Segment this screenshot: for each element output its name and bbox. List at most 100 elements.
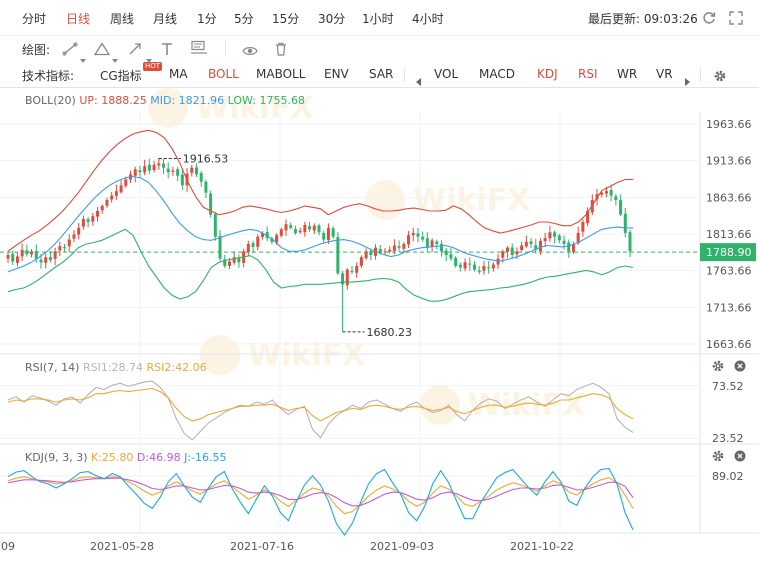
candle-body [48,257,52,261]
candle-body [199,173,203,182]
candle-body [91,216,95,222]
indicator-env[interactable]: ENV [324,67,349,81]
rsi-close-icon[interactable] [734,360,746,372]
candle-body [223,259,227,266]
indicator-macd[interactable]: MACD [479,67,515,81]
candle-body [473,264,476,270]
tf-fenshi[interactable]: 分时 [22,12,47,26]
watermark-text-0: WikiFX [196,91,313,126]
candle-body [576,233,580,244]
candle-body [336,237,340,274]
price-tick-label: 1663.66 [706,338,752,351]
candle-body [421,236,425,240]
line-segment-icon[interactable] [62,41,78,60]
tf-15min[interactable]: 15分 [272,12,300,26]
candle-body [180,174,184,186]
candle-body [81,219,85,227]
candle-body [15,256,19,263]
indicator-maboll[interactable]: MABOLL [256,67,306,81]
candle-body [270,238,274,242]
tf-daily[interactable]: 日线 [66,12,91,26]
x-tick-label: 2021-05-28 [90,540,154,553]
indicator-settings-icon[interactable] [713,68,727,87]
kdj-settings-icon[interactable] [712,450,724,462]
candle-body [463,262,467,269]
candle-body [317,225,321,233]
candle-body [251,243,255,247]
eye-icon[interactable] [242,42,258,61]
tf-5min[interactable]: 5分 [234,12,254,26]
indicator-vol[interactable]: VOL [434,67,459,81]
watermark-text-1: WikiFX [413,183,530,218]
candle-body [567,242,571,252]
rsi-settings-icon[interactable] [712,360,724,372]
tf-weekly[interactable]: 周线 [110,12,135,26]
rsi-title: RSI(7, 14) [25,361,83,374]
draw-label: 绘图: [22,43,51,57]
candle-body [454,257,458,266]
text-tool-icon[interactable] [160,41,174,60]
candle-body [143,166,147,173]
candle-body [534,245,538,250]
candle-body [487,267,491,269]
tf-monthly[interactable]: 月线 [153,12,178,26]
rsi-gear-teeth [712,360,724,372]
tf-30min[interactable]: 30分 [318,12,346,26]
candle-body [623,213,627,233]
refresh-icon[interactable] [702,10,716,29]
indicator-sar[interactable]: SAR [369,67,394,81]
scroll-right-icon[interactable] [685,71,691,90]
indicator-toolbar: 技术指标: CG指标 MA BOLL MABOLL ENV SAR VOL MA… [0,61,759,88]
indicator-cg[interactable]: CG指标 [100,69,142,83]
boll-lower-line [7,228,634,302]
triangle-icon[interactable] [93,41,111,60]
scroll-left-icon[interactable] [416,71,422,90]
candle-body [293,229,297,233]
trash-icon[interactable] [275,41,287,60]
arrow-dropdown-icon[interactable] [146,49,152,68]
tf-4hour[interactable]: 4小时 [412,12,444,26]
candle-body [279,229,283,236]
candle-body [72,234,76,239]
line-dropdown-icon[interactable] [80,49,86,68]
candle-body [350,271,354,273]
tf-1hour[interactable]: 1小时 [362,12,394,26]
indicator-vr[interactable]: VR [656,67,673,81]
indicator-boll[interactable]: BOLL [208,67,239,81]
candle-body [171,170,175,172]
candle-body [176,169,180,176]
kdj-close-icon[interactable] [734,450,746,462]
shape-dropdown-icon[interactable] [112,49,118,68]
candle-body [194,167,198,175]
candle-body [190,167,194,173]
kdj-line-1 [7,476,634,515]
watermark-2: WikiFX [200,335,365,375]
candle-body [524,241,528,247]
tf-1min[interactable]: 1分 [197,12,217,26]
candle-body [25,250,29,255]
candle-body [430,240,434,247]
candle-body [209,193,213,215]
indicator-kdj[interactable]: KDJ [537,67,558,81]
arrow-icon[interactable] [128,41,144,60]
candle-body [237,258,241,263]
candle-body [600,192,604,195]
candle-body [218,235,222,259]
candle-body [477,270,481,272]
candle-body [110,195,114,200]
price-tag-icon[interactable] [190,40,208,60]
candle-body [147,164,151,171]
fullscreen-icon[interactable] [729,10,743,29]
candle-body [482,266,486,271]
indicator-label: 技术指标: [22,69,75,83]
watermark-logo-3 [420,385,460,425]
indicator-rsi[interactable]: RSI [578,67,598,81]
indicator-divider-left [404,68,405,82]
candle-body [543,238,547,242]
kdj-header: KDJ(9, 3, 3) K:25.80 D:46.98 J:-16.55 [25,451,227,464]
indicator-ma[interactable]: MA [169,67,188,81]
candle-body [303,224,307,233]
rsi-tick-label: 73.52 [712,380,744,393]
indicator-wr[interactable]: WR [617,67,638,81]
